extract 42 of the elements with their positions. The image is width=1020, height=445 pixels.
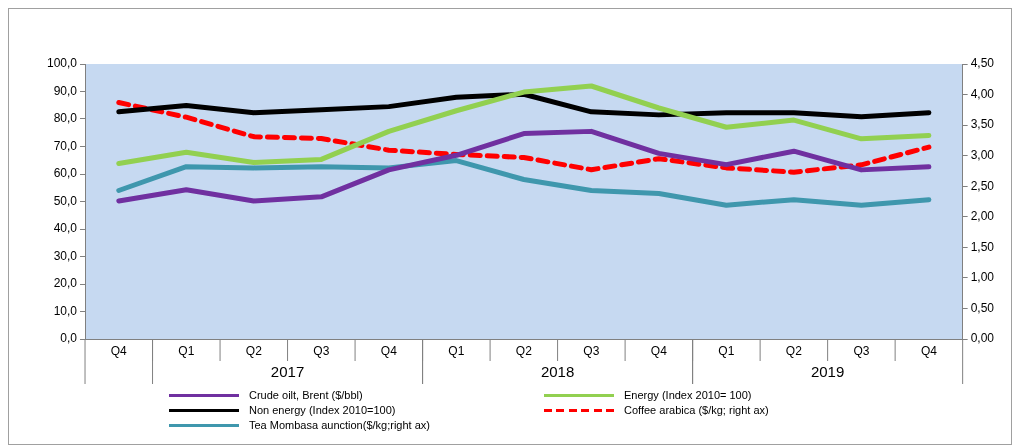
x-tick-label: Q1 <box>448 343 465 358</box>
x-tick-label: Q1 <box>718 343 735 358</box>
legend-label: Coffee arabica ($/kg; right ax) <box>624 404 769 416</box>
y2-tick-label: 0,50 <box>970 300 995 315</box>
text: 2017 <box>270 363 305 381</box>
x-tick-label: Q3 <box>583 343 600 358</box>
x-tick-label: Q3 <box>313 343 330 358</box>
y-tick-label: 0,0 <box>60 331 78 346</box>
y2-tick-label: 3,50 <box>970 117 995 132</box>
y2-tick-label: 4,50 <box>970 56 995 71</box>
x-tick-label: Q2 <box>785 343 803 358</box>
y-tick-label: 60,0 <box>53 166 78 181</box>
y-tick-label: 20,0 <box>53 276 78 291</box>
legend-label: Energy (Index 2010= 100) <box>624 389 752 401</box>
legend-label: Crude oilt, Brent ($/bbl) <box>249 389 363 401</box>
y-tick-label: 30,0 <box>53 248 78 263</box>
x-tick-label: Q1 <box>178 343 195 358</box>
y-tick-label: 80,0 <box>53 111 78 126</box>
x-tick-label: Q4 <box>110 343 128 358</box>
y-tick-label: 10,0 <box>53 303 78 318</box>
x-tick-label: Q2 <box>245 343 263 358</box>
y2-tick-label: 2,50 <box>970 178 995 193</box>
y2-tick-label: 1,00 <box>970 270 995 285</box>
legend-label: Tea Mombasa aunction($/kg;right ax) <box>249 419 430 431</box>
y-tick-label: 70,0 <box>53 138 78 153</box>
x-tick-label: Q2 <box>515 343 533 358</box>
legend-label: Non energy (Index 2010=100) <box>249 404 396 416</box>
y-tick-label: 100,0 <box>47 56 78 71</box>
y2-tick-label: 4,00 <box>970 86 995 101</box>
y2-tick-label: 0,00 <box>970 331 995 346</box>
x-tick-label: Q4 <box>920 343 938 358</box>
y2-tick-label: 1,50 <box>970 239 995 254</box>
text: 2018 <box>540 363 575 381</box>
text: 2019 <box>810 363 845 381</box>
x-tick-label: Q3 <box>853 343 870 358</box>
y-tick-label: 90,0 <box>53 83 78 98</box>
x-tick-label: Q4 <box>650 343 668 358</box>
y-tick-label: 40,0 <box>53 221 78 236</box>
y2-tick-label: 2,00 <box>970 209 995 224</box>
y-tick-label: 50,0 <box>53 193 78 208</box>
y2-tick-label: 3,00 <box>970 147 995 162</box>
x-tick-label: Q4 <box>380 343 398 358</box>
